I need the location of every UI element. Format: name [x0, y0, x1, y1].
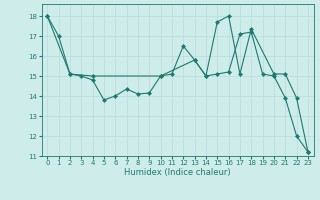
- X-axis label: Humidex (Indice chaleur): Humidex (Indice chaleur): [124, 168, 231, 177]
